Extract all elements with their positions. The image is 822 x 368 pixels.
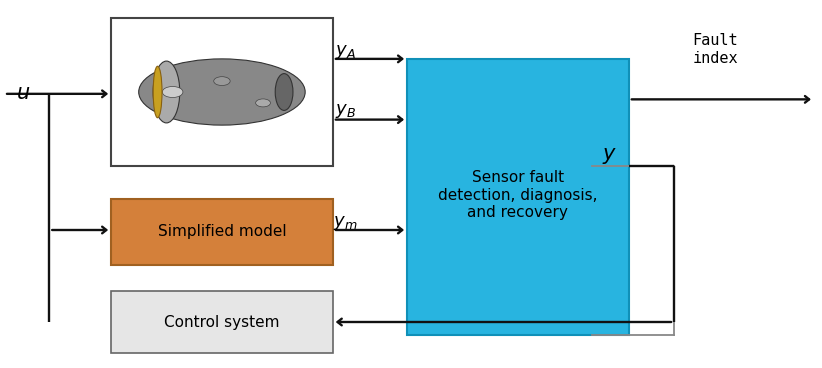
FancyBboxPatch shape xyxy=(111,18,333,166)
Text: $y_m$: $y_m$ xyxy=(333,214,358,231)
FancyBboxPatch shape xyxy=(407,59,629,335)
Text: Simplified model: Simplified model xyxy=(158,224,286,239)
Text: $y_B$: $y_B$ xyxy=(335,102,356,120)
Text: $u$: $u$ xyxy=(16,84,30,103)
Ellipse shape xyxy=(214,77,230,85)
Ellipse shape xyxy=(275,74,293,110)
Ellipse shape xyxy=(153,66,162,118)
Ellipse shape xyxy=(163,86,182,98)
FancyBboxPatch shape xyxy=(111,291,333,353)
Text: Sensor fault
detection, diagnosis,
and recovery: Sensor fault detection, diagnosis, and r… xyxy=(438,170,598,220)
Text: Fault
index: Fault index xyxy=(692,33,738,66)
Text: Control system: Control system xyxy=(164,315,279,329)
Ellipse shape xyxy=(139,59,305,125)
Ellipse shape xyxy=(256,99,270,107)
Ellipse shape xyxy=(153,61,180,123)
Text: $y_A$: $y_A$ xyxy=(335,43,356,60)
FancyBboxPatch shape xyxy=(111,199,333,265)
Text: $y$: $y$ xyxy=(603,146,617,166)
